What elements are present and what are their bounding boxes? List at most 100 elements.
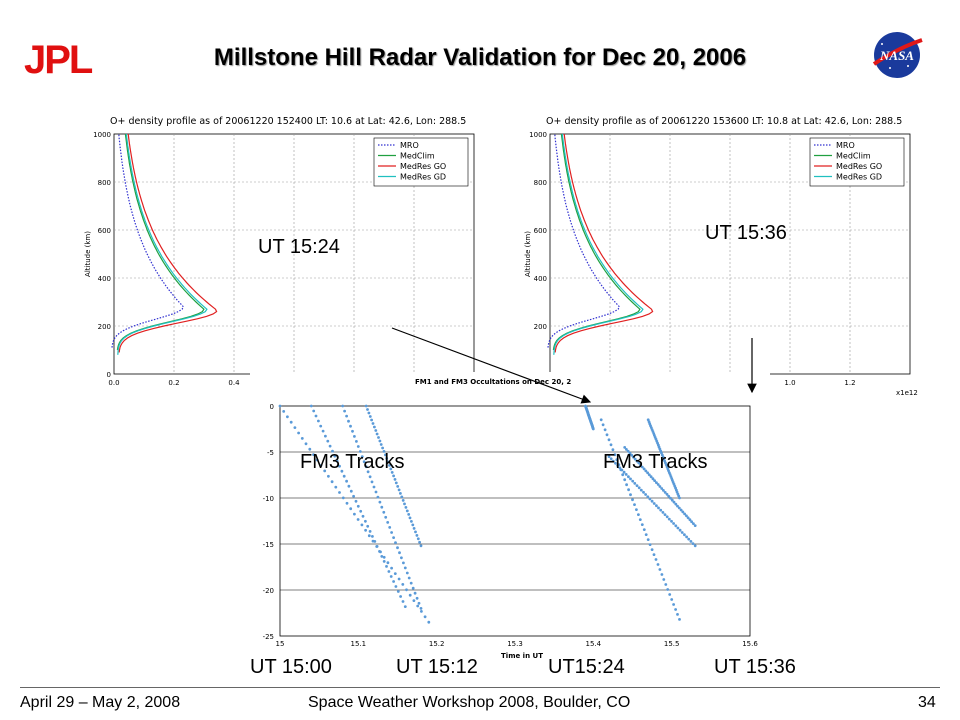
track-point [376,495,380,499]
track-point [661,511,665,514]
track-point [384,453,387,457]
track-point [670,498,674,502]
track-point [282,410,286,413]
track-point [403,605,407,608]
track-point [650,499,654,503]
track-point [388,464,391,467]
track-point [635,508,638,511]
track-point [409,581,413,585]
track-point [665,515,669,519]
y-tick-label: 400 [98,275,111,283]
y-tick-label: 0 [107,371,111,379]
track-point [603,428,607,432]
track-point [674,502,678,506]
chart-title: O+ density profile as of 20061220 153600… [546,116,902,127]
track-point [353,435,356,438]
track-point [364,528,367,532]
track-point [392,536,395,539]
track-point [354,499,358,503]
track-series [623,446,697,527]
y-tick-label: 200 [534,323,547,331]
footer-event: Space Weather Workshop 2008, Boulder, CO [308,694,631,711]
slide-title: Millstone Hill Radar Validation for Dec … [213,44,747,71]
track-point [639,463,642,467]
track-point [401,583,405,586]
track-point [358,450,362,453]
track-point [626,449,630,453]
track-point [680,531,684,534]
legend-box [809,137,905,187]
track-point [637,486,641,490]
tracks-y-tick: -20 [263,587,274,595]
x-tick-label: 1.0 [784,379,795,387]
track-point [361,514,365,518]
track-series [584,404,595,431]
track-series [646,418,681,500]
track-point [319,424,323,428]
track-point [646,471,649,475]
track-point [389,575,393,578]
track-point [420,610,423,613]
track-point [644,533,648,536]
track-point [622,470,626,474]
track-point [326,439,330,443]
track-point [382,450,386,453]
track-point [359,509,363,513]
track-point [407,576,411,580]
legend-label: MedRes GD [836,173,882,182]
track-point [304,442,308,446]
track-point [362,460,366,464]
y-tick-label: 200 [98,323,111,331]
track-point [370,480,374,484]
track-point [386,561,390,565]
track-point [381,446,384,450]
track-point [646,495,650,499]
track-point [375,432,379,436]
track-point [627,488,630,492]
track-point [693,544,697,548]
track-series [309,404,407,608]
track-point [385,565,388,568]
track-point [388,526,392,529]
track-point [341,404,345,408]
track-point [623,478,627,482]
track-point [278,404,282,408]
tracks-x-tick: 15.4 [586,640,602,648]
track-point [349,507,353,511]
track-series [599,418,681,621]
track-point [387,570,391,573]
track-point [382,560,386,563]
legend-label: MedRes GD [400,173,446,182]
track-point [650,548,654,551]
track-point [317,419,320,423]
tracks-x-label: Time in UT [501,652,543,660]
track-point [345,501,349,505]
track-point [371,535,374,538]
track-point [356,504,360,508]
track-point [662,489,665,492]
y-tick-label: 800 [534,179,547,187]
track-point [678,496,681,500]
track-point [655,481,658,484]
track-point [642,490,645,494]
track-point [640,523,644,526]
track-point [614,461,617,465]
track-point [378,550,381,553]
legend-label: MedClim [400,152,435,161]
track-point [364,404,368,408]
track-point [396,546,399,550]
track-point [360,455,364,458]
track-point [672,500,676,504]
track-point [670,598,674,601]
bottom-ut-1524: UT15:24 [548,656,625,678]
legend-label: MRO [836,141,855,150]
track-point [685,514,688,518]
track-point [654,558,658,561]
track-point [397,488,401,492]
track-point [380,505,384,509]
track-point [394,585,398,588]
profile-chart-right: O+ density profile as of 20061220 153600… [520,112,920,402]
track-point [401,499,405,502]
track-point [415,596,419,600]
track-point [312,453,315,456]
